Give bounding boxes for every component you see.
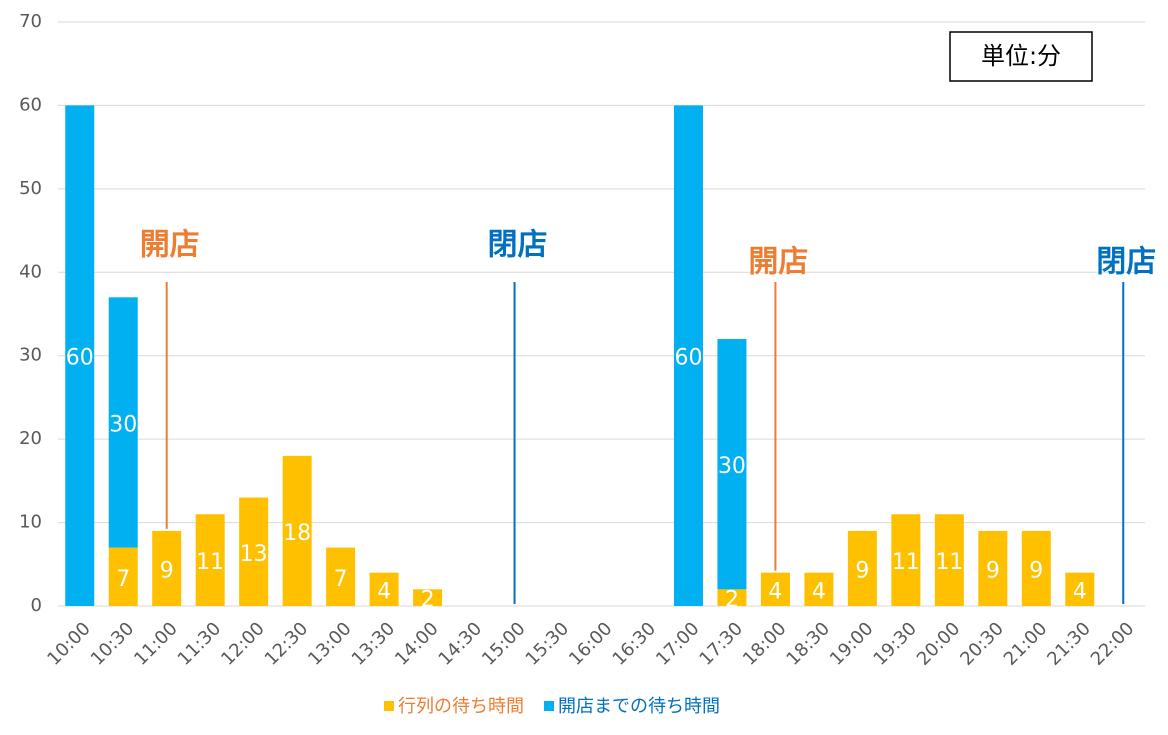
x-tick-label: 12:00 bbox=[217, 618, 269, 670]
data-label: 11 bbox=[196, 550, 224, 575]
legend-swatch bbox=[384, 701, 394, 711]
y-tick-label: 30 bbox=[19, 345, 42, 366]
data-label: 9 bbox=[160, 558, 174, 583]
bar bbox=[65, 105, 95, 606]
x-tick-label: 11:30 bbox=[174, 618, 226, 670]
bar bbox=[413, 589, 443, 606]
data-label: 11 bbox=[935, 550, 963, 575]
bar bbox=[717, 589, 747, 606]
bar bbox=[934, 514, 964, 606]
bar bbox=[239, 497, 269, 606]
x-tick-label: 10:00 bbox=[43, 618, 95, 670]
bar bbox=[891, 514, 921, 606]
data-label: 30 bbox=[109, 412, 137, 437]
y-tick-label: 50 bbox=[19, 178, 42, 199]
data-label: 2 bbox=[421, 588, 435, 613]
data-label: 9 bbox=[1029, 558, 1043, 583]
data-label: 60 bbox=[66, 346, 94, 371]
bar bbox=[717, 339, 747, 590]
bar bbox=[1021, 530, 1051, 606]
unit-box bbox=[949, 31, 1093, 82]
data-label: 7 bbox=[116, 567, 130, 592]
data-label: 4 bbox=[377, 579, 391, 604]
legend-label: 開店までの待ち時間 bbox=[558, 696, 720, 717]
x-tick-label: 20:00 bbox=[913, 618, 965, 670]
bar bbox=[108, 547, 138, 606]
bar bbox=[282, 455, 312, 606]
annotation: 閉店 bbox=[1096, 245, 1156, 280]
x-tick-label: 21:00 bbox=[1000, 618, 1052, 670]
x-tick-label: 11:00 bbox=[130, 618, 182, 670]
y-tick-label: 20 bbox=[19, 428, 42, 449]
x-tick-label: 15:30 bbox=[522, 618, 574, 670]
bar bbox=[369, 572, 399, 606]
y-tick-label: 0 bbox=[31, 595, 42, 616]
x-tick-label: 21:30 bbox=[1043, 618, 1095, 670]
data-label: 4 bbox=[1073, 579, 1087, 604]
bar bbox=[804, 572, 834, 606]
annotation: 開店 bbox=[140, 228, 200, 263]
x-tick-label: 13:00 bbox=[304, 618, 356, 670]
data-label: 4 bbox=[812, 579, 826, 604]
data-label: 60 bbox=[674, 346, 702, 371]
x-tick-label: 18:00 bbox=[739, 618, 791, 670]
x-tick-label: 19:00 bbox=[826, 618, 878, 670]
annotation: 開店 bbox=[748, 245, 808, 280]
x-tick-label: 16:30 bbox=[609, 618, 661, 670]
bar bbox=[760, 572, 790, 606]
bar bbox=[1065, 572, 1095, 606]
x-tick-label: 19:30 bbox=[869, 618, 921, 670]
x-tick-label: 20:30 bbox=[956, 618, 1008, 670]
bar bbox=[195, 514, 225, 606]
data-label: 11 bbox=[892, 550, 920, 575]
bar bbox=[108, 297, 138, 548]
annotation: 閉店 bbox=[488, 228, 548, 263]
bar bbox=[673, 105, 703, 606]
x-tick-label: 13:30 bbox=[348, 618, 400, 670]
x-tick-label: 16:00 bbox=[565, 618, 617, 670]
y-tick-label: 60 bbox=[19, 94, 42, 115]
x-tick-label: 10:30 bbox=[87, 618, 139, 670]
y-tick-label: 70 bbox=[19, 11, 42, 32]
x-tick-label: 15:00 bbox=[478, 618, 530, 670]
data-label: 13 bbox=[240, 542, 268, 567]
bar bbox=[978, 530, 1008, 606]
x-tick-label: 17:30 bbox=[695, 618, 747, 670]
y-tick-label: 10 bbox=[19, 512, 42, 533]
x-tick-label: 14:30 bbox=[435, 618, 487, 670]
bar bbox=[847, 530, 877, 606]
x-tick-label: 14:00 bbox=[391, 618, 443, 670]
x-tick-label: 17:00 bbox=[652, 618, 704, 670]
legend-label: 行列の待ち時間 bbox=[398, 696, 524, 717]
x-tick-label: 22:00 bbox=[1087, 618, 1139, 670]
bar bbox=[152, 530, 182, 606]
data-label: 9 bbox=[855, 558, 869, 583]
x-tick-label: 18:30 bbox=[782, 618, 834, 670]
y-tick-label: 40 bbox=[19, 261, 42, 282]
data-label: 9 bbox=[986, 558, 1000, 583]
x-tick-label: 12:30 bbox=[261, 618, 313, 670]
bar bbox=[326, 547, 356, 606]
data-label: 2 bbox=[725, 588, 739, 613]
data-label: 4 bbox=[768, 579, 782, 604]
data-label: 7 bbox=[334, 567, 348, 592]
legend-swatch bbox=[544, 701, 554, 711]
data-label: 30 bbox=[718, 454, 746, 479]
data-label: 18 bbox=[283, 521, 311, 546]
unit-label: 単位:分 bbox=[981, 42, 1061, 70]
